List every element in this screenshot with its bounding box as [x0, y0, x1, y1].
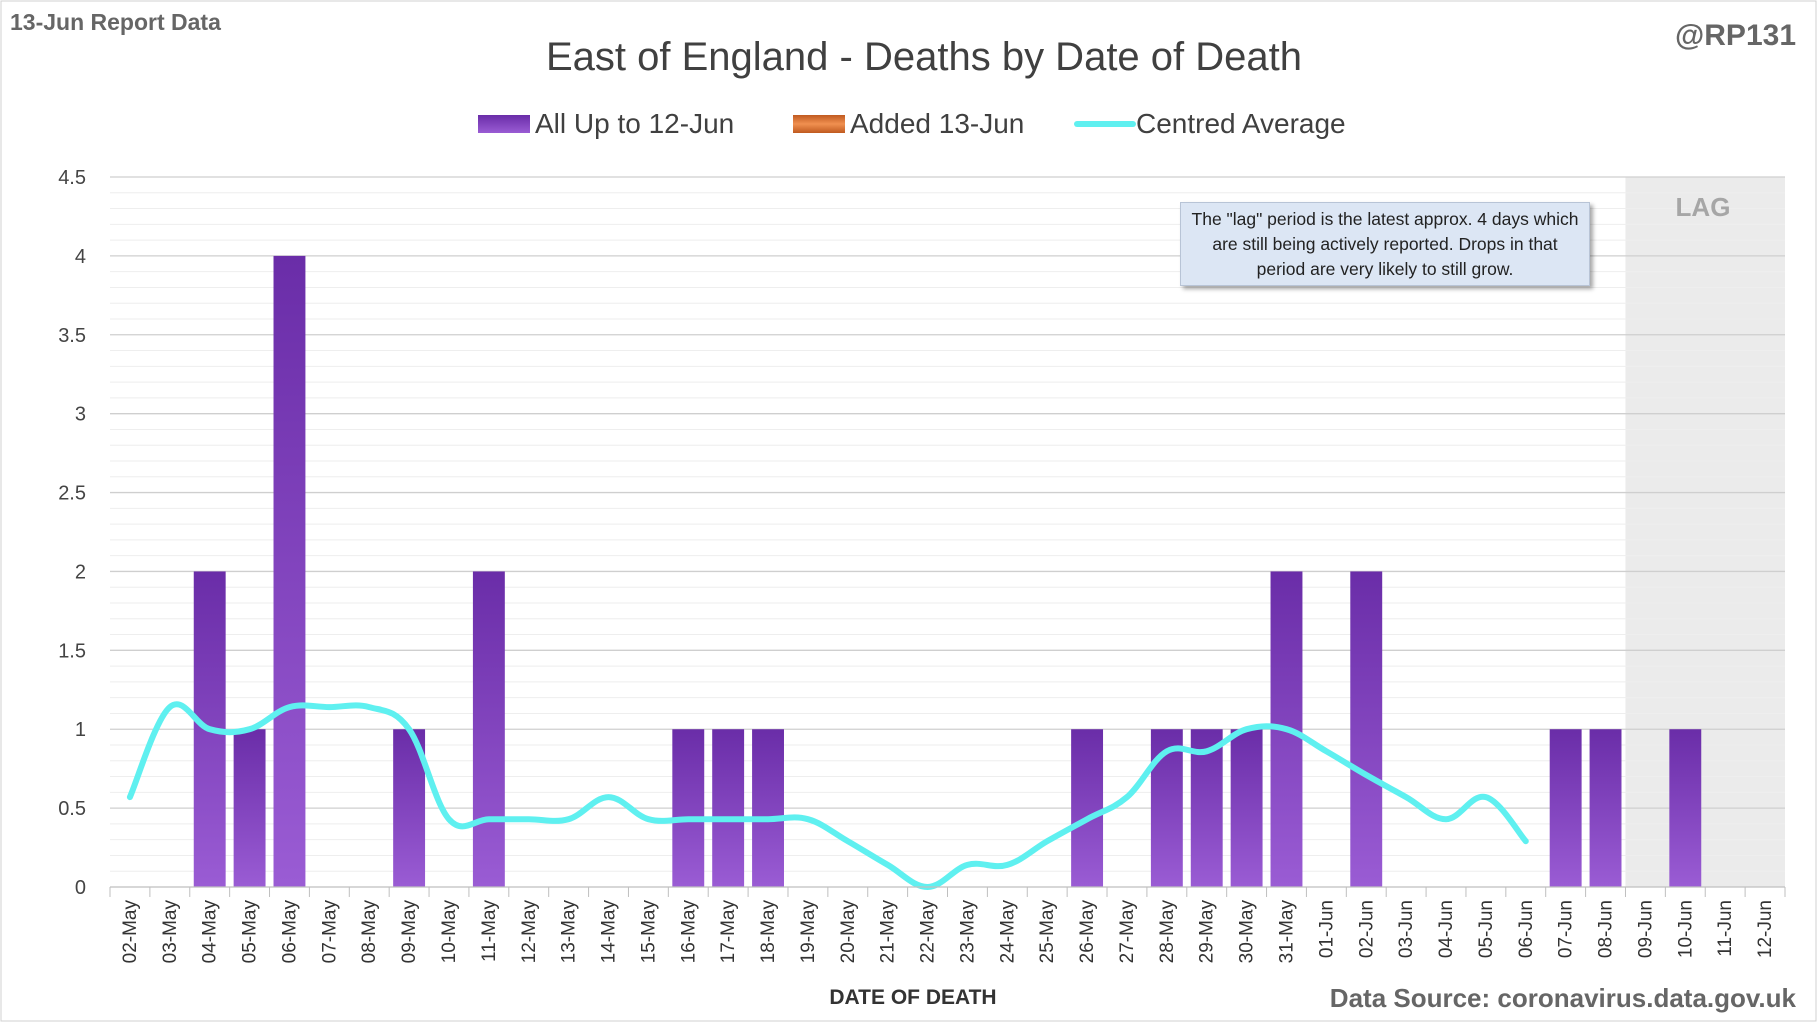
x-tick-label: 26-May: [1077, 900, 1098, 964]
bar-17-May: [712, 729, 745, 887]
x-tick-label: 30-May: [1237, 900, 1258, 964]
data-source: Data Source: coronavirus.data.gov.uk: [1330, 983, 1797, 1013]
x-tick-label: 19-May: [798, 900, 819, 964]
legend-label-all: All Up to 12-Jun: [535, 108, 734, 139]
y-tick-label: 3: [75, 404, 86, 426]
centred-average-line: [126, 701, 1529, 890]
x-tick-label: 28-May: [1157, 900, 1178, 964]
x-tick-label: 12-May: [519, 900, 540, 964]
legend-label-added: Added 13-Jun: [850, 108, 1024, 139]
x-tick-label: 17-May: [718, 900, 739, 964]
lag-region: [1625, 177, 1785, 887]
x-tick-label: 16-May: [678, 900, 699, 964]
y-tick-label: 2.5: [58, 483, 86, 505]
lag-note: The "lag" period is the latest approx. 4…: [1180, 202, 1590, 286]
x-tick-label: 13-May: [559, 900, 580, 964]
x-tick-label: 08-Jun: [1596, 900, 1617, 958]
x-tick-label: 01-Jun: [1316, 900, 1337, 958]
x-tick-label: 03-Jun: [1396, 900, 1417, 958]
y-tick-label: 1.5: [58, 640, 86, 662]
legend-swatch-all: [478, 115, 530, 133]
x-tick-label: 18-May: [758, 900, 779, 964]
x-tick-label: 07-Jun: [1556, 900, 1577, 958]
bar-06-May: [273, 255, 306, 887]
x-tick-label: 21-May: [878, 900, 899, 964]
bar-08-Jun: [1589, 729, 1622, 887]
bar-10-Jun: [1669, 729, 1702, 887]
x-tick-label: 03-May: [160, 900, 181, 964]
x-tick-label: 11-Jun: [1715, 900, 1736, 957]
report-label: 13-Jun Report Data: [10, 9, 221, 35]
bar-26-May: [1071, 729, 1104, 887]
y-tick-label: 0: [75, 877, 86, 899]
y-tick-label: 4.5: [58, 167, 86, 189]
x-tick-label: 20-May: [838, 900, 859, 964]
x-tick-label: 14-May: [599, 900, 620, 964]
bar-07-Jun: [1549, 729, 1582, 887]
x-tick-label: 05-Jun: [1476, 900, 1497, 958]
x-tick-label: 02-Jun: [1356, 900, 1377, 958]
x-tick-label: 06-May: [279, 900, 300, 964]
x-tick-label: 10-May: [439, 900, 460, 964]
x-tick-label: 05-May: [240, 900, 261, 964]
x-tick-label: 06-Jun: [1516, 900, 1537, 958]
y-tick-label: 0.5: [58, 798, 86, 820]
legend-swatch-added: [793, 115, 845, 133]
x-tick-label: 10-Jun: [1675, 900, 1696, 958]
x-tick-label: 02-May: [120, 900, 141, 964]
bar-05-May: [233, 729, 266, 887]
lag-label: LAG: [1676, 192, 1731, 222]
x-tick-label: 07-May: [319, 900, 340, 964]
x-tick-label: 31-May: [1276, 900, 1297, 964]
legend-label-average: Centred Average: [1136, 108, 1346, 139]
x-tick-label: 22-May: [918, 900, 939, 964]
bar-18-May: [752, 729, 784, 887]
x-tick-label: 15-May: [638, 900, 659, 964]
bar-28-May: [1150, 729, 1183, 887]
bar-30-May: [1230, 729, 1263, 887]
x-tick-label: 24-May: [997, 900, 1018, 964]
x-tick-label: 11-May: [479, 900, 500, 962]
x-tick-label: 23-May: [957, 900, 978, 964]
author-handle: @RP131: [1675, 19, 1796, 52]
x-tick-label: 29-May: [1197, 900, 1218, 964]
y-tick-label: 1: [75, 719, 86, 741]
legend: All Up to 12-Jun Added 13-Jun Centred Av…: [478, 108, 1346, 139]
bar-16-May: [672, 729, 705, 887]
y-tick-label: 3.5: [58, 325, 86, 347]
x-tick-label: 09-Jun: [1635, 900, 1656, 958]
x-axis-title: DATE OF DEATH: [829, 986, 996, 1009]
bar-02-Jun: [1350, 571, 1383, 887]
x-tick-label: 09-May: [399, 900, 420, 964]
y-tick-label: 2: [75, 561, 86, 583]
bar-29-May: [1190, 729, 1223, 887]
x-tick-label: 04-Jun: [1436, 900, 1457, 958]
chart-title: East of England - Deaths by Date of Deat…: [546, 35, 1302, 79]
x-tick-label: 04-May: [200, 900, 221, 964]
x-tick-label: 08-May: [359, 900, 380, 964]
x-tick-label: 25-May: [1037, 900, 1058, 964]
x-tick-label: 27-May: [1117, 900, 1138, 964]
y-tick-label: 4: [75, 246, 86, 268]
x-tick-label: 12-Jun: [1755, 900, 1776, 958]
bar-11-May: [472, 571, 505, 887]
